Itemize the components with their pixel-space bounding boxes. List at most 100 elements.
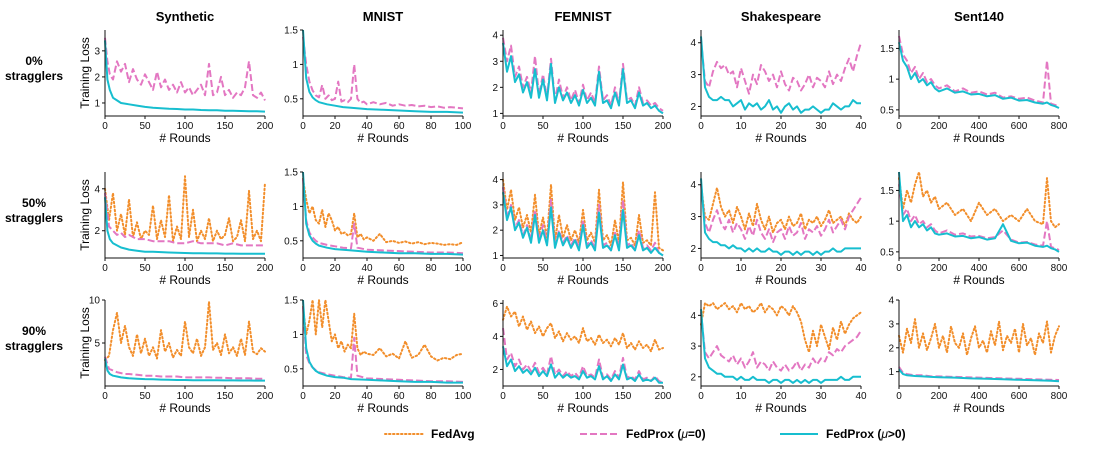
y-tick-label: 1.5	[284, 26, 298, 37]
series-line-1	[104, 356, 265, 380]
series-line-0	[700, 302, 862, 354]
x-tick-label: 150	[217, 263, 234, 274]
x-tick-label: 30	[815, 263, 827, 274]
y-tick-label: 1	[492, 109, 498, 120]
series-line-2	[700, 178, 861, 256]
x-axis-label: # Rounds	[159, 131, 210, 145]
y-tick-label: 2	[492, 226, 498, 237]
series-line-2	[700, 36, 861, 114]
x-tick-label: 40	[855, 263, 867, 274]
subplot-femnist-row1: 0 50 100 150 200 1 2 3 4 # Rounds	[492, 172, 672, 287]
x-axis-label: # Rounds	[357, 401, 408, 415]
x-tick-label: 0	[300, 121, 306, 132]
y-tick-label: 3	[492, 200, 498, 211]
row-label-percent: 50%	[22, 196, 46, 210]
y-tick-label: 4	[492, 31, 498, 42]
y-tick-label: 2	[94, 72, 100, 83]
y-tick-label: 2	[690, 102, 696, 113]
subplot-sent140-row2: 0 200 400 600 800 1 2 3 4 # Rounds	[888, 296, 1067, 416]
x-tick-label: 30	[815, 391, 827, 402]
series-line-0	[302, 177, 464, 246]
y-tick-label: 3	[690, 342, 696, 353]
y-tick-label: 1.5	[880, 44, 894, 55]
y-tick-label: 1	[888, 367, 894, 378]
x-axis-label: # Rounds	[557, 401, 608, 415]
series-line-1	[104, 37, 266, 101]
series-line-0	[302, 299, 464, 362]
x-tick-label: 200	[655, 121, 672, 132]
series-line-2	[104, 40, 266, 113]
legend: FedAvg FedProx (μ=0) FedProx (μ>0)	[384, 427, 906, 441]
x-tick-label: 40	[361, 391, 373, 402]
x-tick-label: 100	[177, 263, 194, 274]
subplot-mnist-row2: 0 20 40 60 80 100 0.5 1 1.5 # Rounds	[284, 296, 472, 416]
series-line-0	[502, 178, 664, 252]
subplot-title: Synthetic	[156, 9, 215, 24]
series-line-2	[502, 42, 664, 115]
x-tick-label: 400	[971, 121, 988, 132]
y-axis-label: Training Loss	[78, 307, 92, 379]
subplot-shakespeare-row1: 0 10 20 30 40 2 3 4 # Rounds	[690, 172, 867, 287]
x-tick-label: 40	[855, 121, 867, 132]
y-tick-label: 1.5	[284, 296, 298, 307]
y-tick-label: 3	[492, 57, 498, 68]
x-tick-label: 600	[1011, 391, 1028, 402]
row-label: 0%stragglers	[5, 54, 63, 83]
x-tick-label: 60	[393, 263, 405, 274]
subplot-mnist-row1: 0 20 40 60 80 100 0.5 1 1.5 # Rounds	[284, 168, 472, 288]
x-tick-label: 0	[896, 121, 902, 132]
subplot-synthetic-row1: 0 50 100 150 200 2 4 # Rounds Training Loss	[78, 172, 274, 287]
series-line-1	[898, 35, 1060, 108]
x-tick-label: 200	[257, 391, 274, 402]
y-tick-label: 4	[690, 180, 696, 191]
x-tick-label: 150	[615, 121, 632, 132]
series-line-1	[898, 184, 1060, 251]
x-tick-label: 80	[425, 263, 437, 274]
row-label-word: stragglers	[5, 211, 63, 225]
x-axis-label: # Rounds	[755, 131, 806, 145]
x-tick-label: 0	[698, 263, 704, 274]
series-line-1	[302, 178, 464, 255]
series-line-0	[104, 175, 266, 243]
x-tick-label: 150	[615, 263, 632, 274]
y-tick-label: 1	[94, 98, 100, 109]
x-tick-label: 800	[1051, 391, 1068, 402]
subplot-sent140-row0: 0 200 400 600 800 0.5 1 1.5 # Rounds Sent140	[880, 9, 1068, 145]
y-tick-label: 1.5	[880, 186, 894, 197]
subplot-sent140-row1: 0 200 400 600 800 0.5 1 1.5 # Rounds	[880, 171, 1068, 287]
series-line-2	[502, 346, 663, 384]
y-tick-label: 6	[492, 299, 498, 310]
subplot-title: MNIST	[363, 9, 404, 24]
subplot-mnist-row0: 0 20 40 60 80 100 0.5 1 1.5 # Rounds MNIST	[284, 9, 472, 145]
x-tick-label: 800	[1051, 263, 1068, 274]
y-tick-label: 3	[888, 319, 894, 330]
series-line-2	[700, 309, 861, 384]
x-axis-label: # Rounds	[755, 273, 806, 287]
series-line-1	[502, 327, 664, 384]
x-tick-label: 100	[177, 391, 194, 402]
x-tick-label: 100	[575, 121, 592, 132]
x-tick-label: 200	[931, 263, 948, 274]
x-tick-label: 600	[1011, 263, 1028, 274]
x-tick-label: 20	[329, 263, 341, 274]
x-axis-label: # Rounds	[953, 273, 1004, 287]
x-tick-label: 200	[931, 391, 948, 402]
x-tick-label: 400	[971, 263, 988, 274]
x-tick-label: 20	[329, 391, 341, 402]
x-tick-label: 50	[139, 263, 151, 274]
y-tick-label: 4	[690, 38, 696, 49]
subplot-title: Sent140	[954, 9, 1004, 24]
y-tick-label: 10	[89, 296, 101, 307]
series-line-1	[502, 37, 664, 112]
x-tick-label: 50	[537, 263, 549, 274]
x-tick-label: 60	[393, 391, 405, 402]
series-line-1	[700, 312, 862, 372]
row-label: 90%stragglers	[5, 324, 63, 353]
x-axis-label: # Rounds	[159, 273, 210, 287]
x-tick-label: 60	[393, 121, 405, 132]
series-line-0	[700, 183, 862, 234]
x-tick-label: 150	[615, 391, 632, 402]
x-axis-label: # Rounds	[953, 401, 1004, 415]
y-tick-label: 3	[94, 46, 100, 57]
